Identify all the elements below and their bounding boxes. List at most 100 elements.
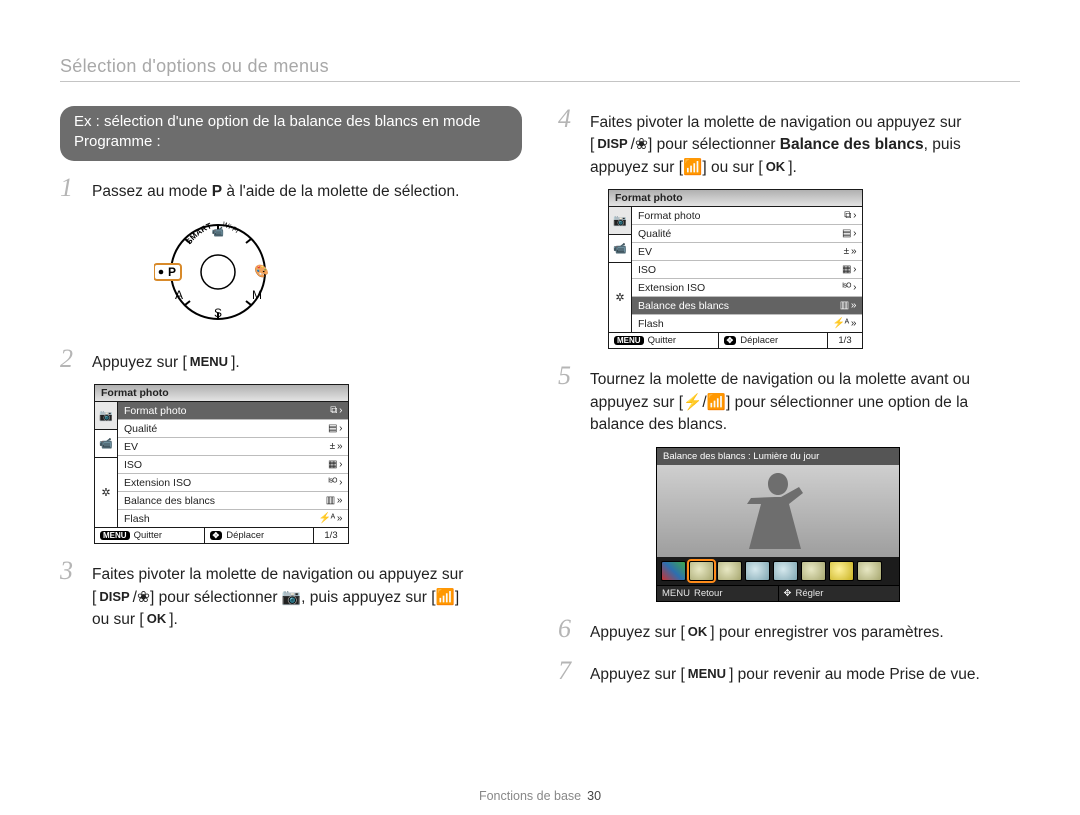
dpad-icon: ✥ xyxy=(784,588,792,599)
gear-tab-icon: ✲ xyxy=(95,458,117,527)
wb-thumb-selected xyxy=(689,561,714,581)
menu-row-label: Qualité xyxy=(124,423,157,435)
step-number: 1 xyxy=(60,175,82,201)
page-header: Sélection d'options ou de menus xyxy=(60,56,1020,77)
menu-row-label: ISO xyxy=(124,459,142,471)
menu-row-value-icon: ▤ › xyxy=(328,423,342,434)
svg-text:S: S xyxy=(214,306,222,320)
menu-row-value-icon: ▤ › xyxy=(842,228,856,239)
menu-screenshot-1: Format photo 📷 📹 ✲ Format photo ⧉ › Qualit… xyxy=(94,384,349,544)
menu-row-value-icon: ± » xyxy=(330,441,342,452)
balance-blancs-label: Balance des blancs xyxy=(780,136,924,153)
video-tab-icon: 📹 xyxy=(95,430,117,458)
menu-row-label: Extension ISO xyxy=(124,477,191,489)
step-text: Appuyez sur [MENU]. xyxy=(92,352,522,374)
step-number: 6 xyxy=(558,616,580,642)
menu-key-icon: MENU xyxy=(100,531,130,540)
menu-row-label: Flash xyxy=(638,318,664,330)
step-3: 3 Faites pivoter la molette de navigatio… xyxy=(60,558,522,631)
menu-row: Extension ISO ᴵˢᴼ › xyxy=(118,474,348,492)
flash-icon: ⚡ xyxy=(683,394,702,411)
video-tab-icon: 📹 xyxy=(609,235,631,263)
menu-row-value-icon: ᴵˢᴼ › xyxy=(842,282,856,293)
dpad-icon: ✥ xyxy=(724,336,737,345)
menu-row-label: EV xyxy=(638,246,652,258)
menu-row: ISO ▦ › xyxy=(118,456,348,474)
mode-dial-illustration: 📹 S M 🎨 A SMART Wi-Fi P xyxy=(154,217,522,332)
ok-key-label: OK xyxy=(144,610,170,629)
menu-row-label: Extension ISO xyxy=(638,282,705,294)
menu-row-label: EV xyxy=(124,441,138,453)
ok-key-label: OK xyxy=(685,623,711,642)
step-text: Faites pivoter la molette de navigation … xyxy=(92,564,522,631)
menu-row-label: Balance des blancs xyxy=(124,495,215,507)
gear-tab-icon: ✲ xyxy=(609,263,631,332)
p-marker-box: P xyxy=(154,264,181,280)
step-text: Faites pivoter la molette de navigation … xyxy=(590,112,1020,179)
header-divider xyxy=(60,81,1020,82)
wb-thumb xyxy=(717,561,742,581)
menu-row-label: Flash xyxy=(124,513,150,525)
menu-key-label: MENU xyxy=(685,665,729,684)
right-column: 4 Faites pivoter la molette de navigatio… xyxy=(558,106,1020,687)
wb-option-strip xyxy=(657,557,899,585)
menu-row: Flash ⚡ᴬ » xyxy=(632,315,862,332)
menu-key-label: MENU xyxy=(187,353,231,372)
menu-side-tabs: 📷 📹 ✲ xyxy=(95,402,118,527)
menu-row-value-icon: ⧉ › xyxy=(330,405,342,416)
step-1: 1 Passez au mode P à l'aide de la molett… xyxy=(60,175,522,203)
menu-row-value-icon: ᴵˢᴼ › xyxy=(328,477,342,488)
content-columns: Ex : sélection d'une option de la balanc… xyxy=(60,106,1020,687)
menu-row-value-icon: ⚡ᴬ » xyxy=(833,318,856,329)
preview-header: Balance des blancs : Lumière du jour xyxy=(657,448,899,465)
menu-row-value-icon: ▥ » xyxy=(840,300,856,311)
wb-thumb xyxy=(745,561,770,581)
menu-row-label: Format photo xyxy=(124,405,186,417)
menu-selected-header: Format photo xyxy=(609,190,862,207)
menu-row-label: ISO xyxy=(638,264,656,276)
camera-icon: 📷 xyxy=(282,589,301,606)
dpad-icon: ✥ xyxy=(210,531,223,540)
svg-text:🎨: 🎨 xyxy=(253,262,270,279)
left-column: Ex : sélection d'une option de la balanc… xyxy=(60,106,522,687)
page-footer: Fonctions de base30 xyxy=(0,789,1080,803)
preview-image xyxy=(657,465,899,557)
menu-row-value-icon: ± » xyxy=(844,246,856,257)
wifi-icon: 📶 xyxy=(683,159,702,176)
step-number: 4 xyxy=(558,106,580,132)
step-number: 3 xyxy=(60,558,82,584)
camera-tab-icon: 📷 xyxy=(95,402,117,430)
wb-preview-screenshot: Balance des blancs : Lumière du jour MEN… xyxy=(656,447,900,602)
step-6: 6 Appuyez sur [OK] pour enregistrer vos … xyxy=(558,616,1020,644)
menu-row: ISO ▦ › xyxy=(632,261,862,279)
wb-thumb xyxy=(829,561,854,581)
menu-row-label: Qualité xyxy=(638,228,671,240)
menu-row-value-icon: ▦ › xyxy=(328,459,342,470)
menu-row: Balance des blancs▥ » xyxy=(632,297,862,315)
step-text: Tournez la molette de navigation ou la m… xyxy=(590,369,1020,436)
silhouette-icon xyxy=(741,467,815,557)
menu-row: Format photo⧉ › xyxy=(632,207,862,225)
example-pill: Ex : sélection d'une option de la balanc… xyxy=(60,106,522,161)
step-text: Passez au mode P à l'aide de la molette … xyxy=(92,181,522,203)
menu-key-icon: MENU xyxy=(614,336,644,345)
wifi-icon: 📶 xyxy=(707,394,726,411)
menu-row-value-icon: ▦ › xyxy=(842,264,856,275)
preview-footer: MENURetour ✥Régler xyxy=(657,585,899,601)
step-4: 4 Faites pivoter la molette de navigatio… xyxy=(558,106,1020,179)
menu-footer: MENUQuitter ✥Déplacer 1/3 xyxy=(609,332,862,348)
menu-row-value-icon: ⚡ᴬ » xyxy=(319,513,342,524)
menu-row: EV ± » xyxy=(118,438,348,456)
menu-side-tabs: 📷 📹 ✲ xyxy=(609,207,632,332)
step-number: 7 xyxy=(558,658,580,684)
menu-row-value-icon: ⧉ › xyxy=(844,210,856,221)
menu-row: Format photo ⧉ › xyxy=(118,402,348,420)
menu-selected-header: Format photo xyxy=(95,385,348,402)
menu-screenshot-2: Format photo 📷 📹 ✲ Format photo⧉ › Qualit… xyxy=(608,189,863,349)
svg-text:P: P xyxy=(168,265,176,279)
menu-key-icon: MENU xyxy=(662,588,690,599)
menu-row: EV ± » xyxy=(632,243,862,261)
menu-row: Balance des blancs▥ » xyxy=(118,492,348,510)
menu-row: Qualité ▤ › xyxy=(118,420,348,438)
step-number: 5 xyxy=(558,363,580,389)
